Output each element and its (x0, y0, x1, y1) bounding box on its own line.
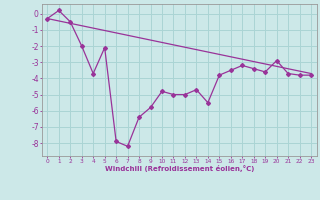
X-axis label: Windchill (Refroidissement éolien,°C): Windchill (Refroidissement éolien,°C) (105, 165, 254, 172)
